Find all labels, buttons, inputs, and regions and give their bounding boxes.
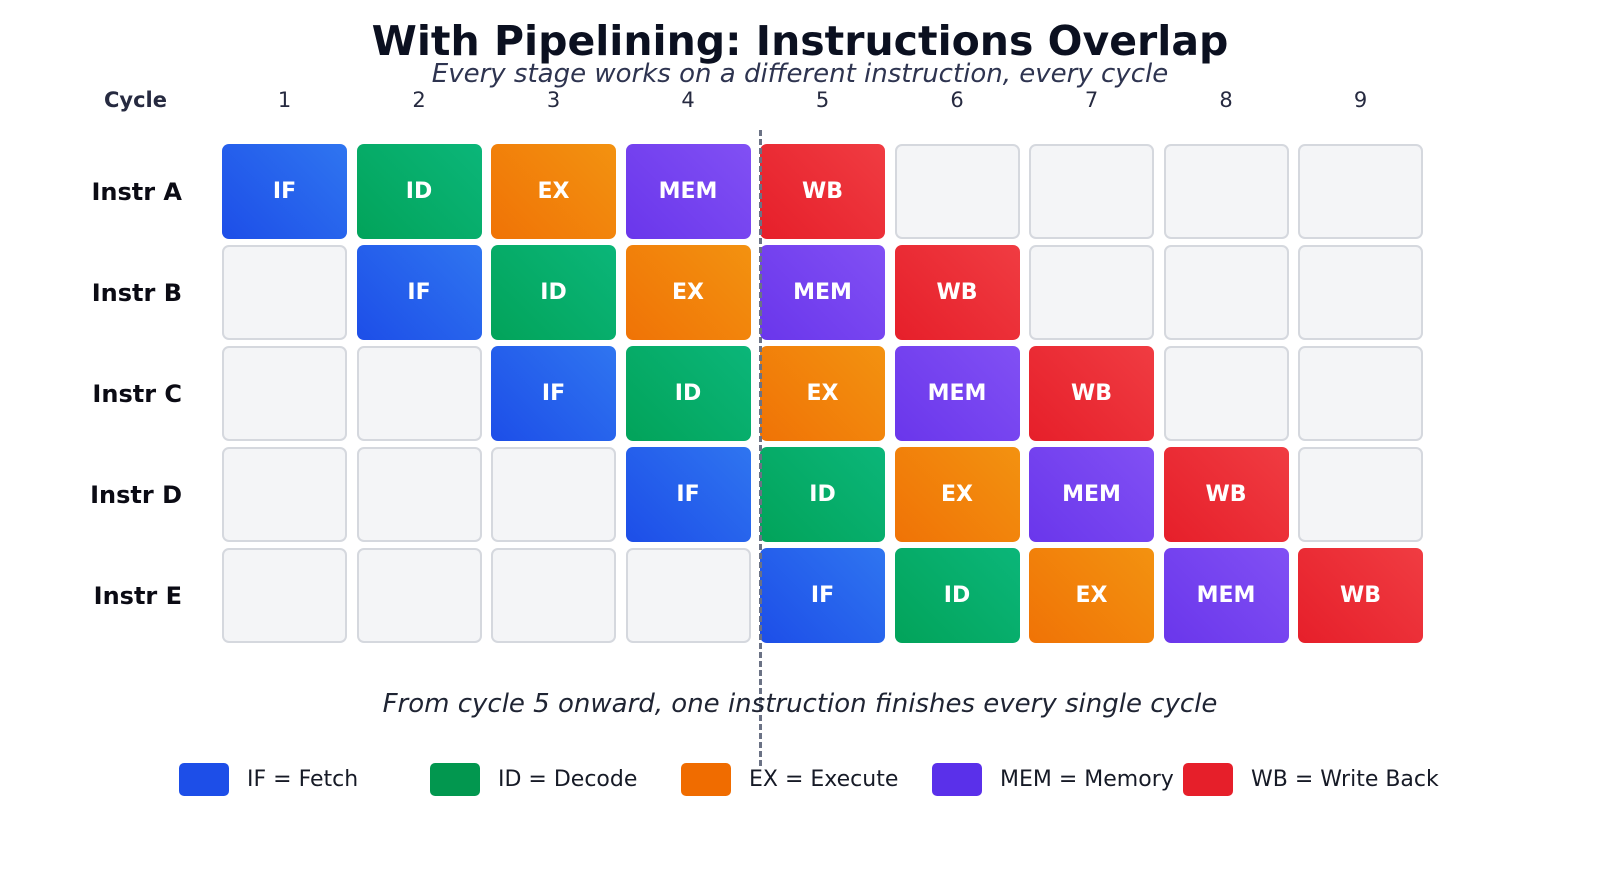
stage-cell-mem: MEM — [894, 346, 1020, 441]
stage-cell-mem: MEM — [760, 245, 885, 340]
stage-cell-id: ID — [760, 447, 885, 542]
stage-cell-if: IF — [222, 144, 347, 239]
cycle-number: 8 — [1219, 88, 1233, 112]
legend-item: ID = Decode — [430, 762, 637, 796]
stage-cell-if: IF — [625, 447, 751, 542]
stage-cell-wb: WB — [1298, 548, 1423, 643]
empty-cell — [491, 447, 616, 542]
empty-cell — [491, 548, 616, 643]
empty-cell — [1029, 245, 1154, 340]
empty-cell — [1163, 245, 1289, 340]
cycle-number: 2 — [412, 88, 426, 112]
empty-cell — [1298, 144, 1423, 239]
stage-cell-ex: EX — [1029, 548, 1154, 643]
cycle-number: 6 — [950, 88, 964, 112]
legend-label: IF = Fetch — [247, 766, 359, 792]
page-title: With Pipelining: Instructions Overlap — [371, 17, 1229, 65]
stage-cell-wb: WB — [760, 144, 885, 239]
instruction-label: Instr D — [90, 480, 182, 509]
legend-item: WB = Write Back — [1183, 762, 1439, 796]
instruction-label: Instr A — [91, 177, 182, 206]
stage-cell-wb: WB — [1163, 447, 1289, 542]
legend-label: WB = Write Back — [1251, 766, 1439, 792]
stage-cell-wb: WB — [894, 245, 1020, 340]
legend-swatch — [1183, 762, 1233, 796]
instruction-label: Instr C — [92, 379, 182, 408]
stage-cell-id: ID — [356, 144, 482, 239]
legend-item: EX = Execute — [681, 762, 898, 796]
empty-cell — [222, 245, 347, 340]
stage-cell-ex: EX — [760, 346, 885, 441]
stage-cell-wb: WB — [1029, 346, 1154, 441]
cycle-number: 1 — [277, 88, 292, 112]
cycle-number: 3 — [546, 88, 561, 112]
empty-cell — [1298, 346, 1423, 441]
cycle-header: Cycle — [104, 88, 167, 112]
stage-cell-if: IF — [356, 245, 482, 340]
legend-label: MEM = Memory — [1000, 766, 1174, 792]
instruction-label: Instr E — [93, 581, 182, 610]
legend-swatch — [681, 762, 731, 796]
legend-label: EX = Execute — [749, 766, 899, 792]
legend-item: MEM = Memory — [932, 762, 1174, 796]
page-subtitle: Every stage works on a different instruc… — [431, 59, 1169, 89]
stage-cell-mem: MEM — [1029, 447, 1154, 542]
empty-cell — [356, 447, 482, 542]
empty-cell — [1298, 447, 1423, 542]
stage-cell-id: ID — [894, 548, 1020, 643]
stage-cell-mem: MEM — [625, 144, 751, 239]
legend-item: IF = Fetch — [179, 762, 358, 796]
empty-cell — [222, 548, 347, 643]
pipeline-note: From cycle 5 onward, one instruction fin… — [382, 689, 1218, 719]
empty-cell — [1298, 245, 1423, 340]
cycle-number: 5 — [815, 88, 830, 112]
legend-swatch — [430, 762, 480, 796]
stage-cell-ex: EX — [491, 144, 616, 239]
stage-cell-if: IF — [491, 346, 616, 441]
stage-cell-ex: EX — [625, 245, 751, 340]
cycle-5-divider — [759, 130, 762, 766]
stage-cell-id: ID — [625, 346, 751, 441]
empty-cell — [1163, 346, 1289, 441]
legend-swatch — [932, 762, 982, 796]
empty-cell — [1029, 144, 1154, 239]
stage-cell-mem: MEM — [1163, 548, 1289, 643]
empty-cell — [356, 346, 482, 441]
cycle-number: 4 — [681, 88, 695, 112]
stage-cell-if: IF — [760, 548, 885, 643]
empty-cell — [222, 346, 347, 441]
stage-cell-ex: EX — [894, 447, 1020, 542]
instruction-label: Instr B — [91, 278, 182, 307]
cycle-number: 7 — [1084, 88, 1099, 112]
stage-cell-id: ID — [491, 245, 616, 340]
cycle-number: 9 — [1353, 88, 1368, 112]
empty-cell — [222, 447, 347, 542]
legend-swatch — [179, 762, 229, 796]
empty-cell — [625, 548, 751, 643]
empty-cell — [356, 548, 482, 643]
empty-cell — [1163, 144, 1289, 239]
empty-cell — [894, 144, 1020, 239]
legend-label: ID = Decode — [498, 766, 638, 792]
